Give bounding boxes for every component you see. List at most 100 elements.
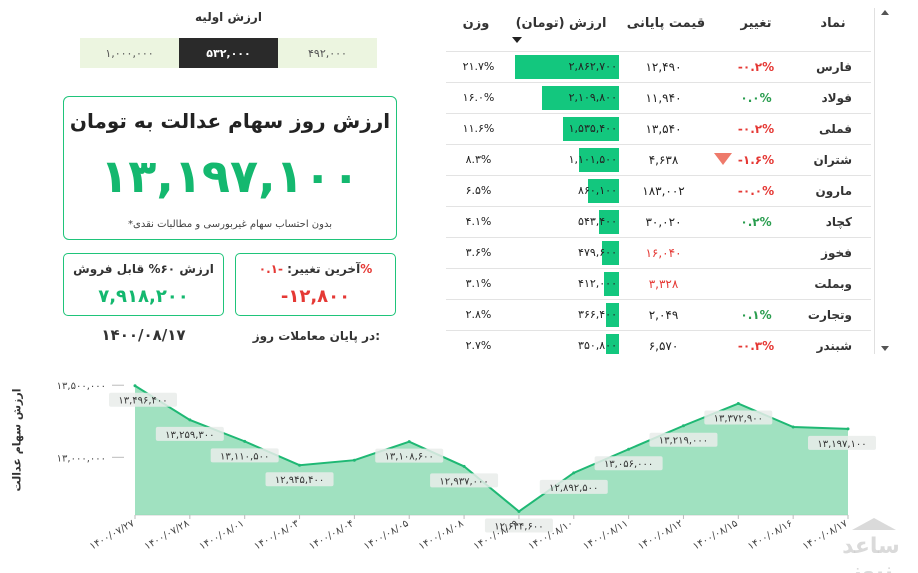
table-row[interactable]: شتران -۱.۶% ۴,۶۳۸ ۱,۱۰۱,۵۰۰ ۸.۳% [446,144,871,175]
cell-price: ۱۲,۴۹۰ [645,60,682,74]
data-label: ۱۲,۸۹۲,۵۰۰ [549,483,598,494]
data-point [462,464,466,468]
table-header: نماد تغییر قیمت پایانی ارزش (تومان) وزن [446,6,871,46]
graduation-cap-icon [852,518,896,530]
data-point [681,424,685,428]
data-label-bg [649,432,718,447]
daily-value-title: ارزش روز سهام عدالت به تومان [69,109,391,133]
cell-symbol[interactable]: فارس [816,60,852,74]
header-weight[interactable]: وزن [462,16,490,31]
initial-option-532000[interactable]: ۵۳۲,۰۰۰ [179,38,278,68]
cell-price: ۱۸۳,۰۰۲ [642,184,685,198]
data-label: ۱۳,۲۵۹,۳۰۰ [165,430,214,441]
cell-symbol[interactable]: وتجارت [807,308,852,322]
value-text: ۳۶۶,۴۰۰ [578,308,617,321]
header-price[interactable]: قیمت پایانی [626,16,706,31]
data-label: ۱۳,۱۹۷,۱۰۰ [817,439,866,450]
data-label: ۱۳,۴۹۶,۴۰۰ [118,396,167,407]
cell-price: ۳۰,۰۲۰ [645,215,682,229]
last-change-label-row: آخرین تغییر: -۰.۱% [236,262,395,276]
header-symbol[interactable]: نماد [820,16,846,31]
header-value[interactable]: ارزش (تومان) [515,16,607,31]
last-change-card: آخرین تغییر: -۰.۱% -۱۲,۸۰۰ [235,253,396,316]
data-label: ۱۳,۱۱۰,۵۰۰ [220,451,269,462]
saed-news-logo: ساعد نیوز [828,518,914,573]
value-bar [602,241,619,265]
data-point [352,458,356,462]
scroll-down-icon[interactable] [881,346,889,351]
data-label: ۱۳,۳۷۲,۹۰۰ [714,414,763,425]
data-point [791,425,795,429]
cell-weight: ۱۶.۰% [462,91,495,104]
y-tick-label: ۱۳,۰۰۰,۰۰۰ [57,453,106,464]
initial-value-title: ارزش اولیه [195,10,262,24]
cell-change: -۰.۲% [737,122,775,136]
x-tick-label: ۱۴۰۰/۰۸/۰۸ [417,518,466,553]
cell-weight: ۲.۸% [465,308,492,321]
value-bar [515,55,619,79]
y-tick-label: ۱۳,۵۰۰,۰۰۰ [57,381,106,392]
table-row[interactable]: وتجارت ۰.۱% ۲,۰۴۹ ۳۶۶,۴۰۰ ۲.۸% [446,299,871,330]
cell-symbol[interactable]: کچاد [825,215,852,229]
value-text: ۳۵۰,۸۰۰ [578,339,617,352]
data-point [736,402,740,406]
data-label-bg [704,410,773,425]
data-label-bg [375,448,444,463]
x-tick-label: ۱۴۰۰/۰۸/۰۵ [362,518,411,552]
initial-option-492000[interactable]: ۴۹۲,۰۰۰ [278,38,377,68]
header-change[interactable]: تغییر [740,16,772,31]
table-row[interactable]: فولاد ۰.۰% ۱۱,۹۴۰ ۲,۱۰۹,۸۰۰ ۱۶.۰% [446,82,871,113]
value-text: ۴۱۲,۰۰۰ [578,277,617,290]
cell-weight: ۴.۱% [465,215,492,228]
initial-option-1000000[interactable]: ۱,۰۰۰,۰۰۰ [80,38,179,68]
cell-value: ۴۱۲,۰۰۰ [511,269,621,299]
table-row[interactable]: فخوز ۱۶,۰۴۰ ۴۷۹,۶۰۰ ۳.۶% [446,237,871,268]
cell-change: ۰.۰% [740,91,772,105]
table-row[interactable]: کچاد ۰.۲% ۳۰,۰۲۰ ۵۴۳,۴۰۰ ۴.۱% [446,206,871,237]
cell-symbol[interactable]: فملی [819,122,852,136]
cell-weight: ۱۱.۶% [462,122,495,135]
chart-svg: ۱۳,۵۰۰,۰۰۰ ۱۳,۰۰۰,۰۰۰ ۱۳,۴۹۶,۴۰۰ ۱۳,۲۵۹,۳۰۰… [57,381,876,553]
data-label-bg [430,473,499,488]
table-row[interactable]: شبندر -۰.۳% ۶,۵۷۰ ۳۵۰,۸۰۰ ۲.۷% [446,330,871,354]
value-bar [606,334,619,354]
table-scrollbar[interactable] [874,8,896,354]
triangle-down-icon [714,153,732,165]
scroll-track[interactable] [879,22,891,338]
scroll-up-icon[interactable] [881,10,889,15]
value-history-chart: ۱۳,۵۰۰,۰۰۰ ۱۳,۰۰۰,۰۰۰ ۱۳,۴۹۶,۴۰۰ ۱۳,۲۵۹,۳۰۰… [0,370,918,573]
cell-symbol[interactable]: فولاد [821,91,852,105]
value-text: ۴۷۹,۶۰۰ [578,246,617,259]
table-row[interactable]: وبملت ۳,۳۲۸ ۴۱۲,۰۰۰ ۳.۱% [446,268,871,299]
cell-weight: ۲۱.۷% [462,60,495,73]
data-label-bg [210,448,279,463]
data-label: ۱۳,۱۰۸,۶۰۰ [385,452,434,463]
cell-symbol[interactable]: وبملت [814,277,852,291]
cell-value: ۱,۵۳۵,۴۰۰ [511,114,621,144]
cell-symbol[interactable]: شبندر [816,339,852,353]
sort-down-icon [512,37,522,43]
data-label-bg [109,392,177,407]
cell-symbol[interactable]: شتران [813,153,852,167]
table-row[interactable]: فملی -۰.۲% ۱۳,۵۴۰ ۱,۵۳۵,۴۰۰ ۱۱.۶% [446,113,871,144]
cell-change: ۰.۲% [740,215,772,229]
cell-value: ۴۷۹,۶۰۰ [511,238,621,268]
sellable-label: ارزش ۶۰% قابل فروش [73,262,214,276]
cell-weight: ۶.۵% [465,184,492,197]
cell-price: ۱۱,۹۴۰ [645,91,682,105]
cell-symbol[interactable]: فخوز [821,246,852,260]
series-line [134,384,849,513]
data-label-bg [265,472,334,487]
value-bar [563,117,619,141]
data-label-bg [155,426,224,441]
cell-price: ۶,۵۷۰ [648,339,679,353]
x-tick-label: ۱۴۰۰/۰۸/۱۲ [636,518,685,552]
data-point [243,439,247,443]
x-tick-label: ۱۴۰۰/۰۸/۰۴ [307,518,356,552]
table-row[interactable]: مارون -۰.۰% ۱۸۳,۰۰۲ ۸۶۰,۱۰۰ ۶.۵% [446,175,871,206]
cell-price: ۱۶,۰۴۰ [645,246,682,260]
scroll-thumb[interactable] [879,22,891,162]
cell-symbol[interactable]: مارون [815,184,852,198]
data-point [298,463,302,467]
table-row[interactable]: فارس -۰.۲% ۱۲,۴۹۰ ۲,۸۶۲,۷۰۰ ۲۱.۷% [446,51,871,82]
